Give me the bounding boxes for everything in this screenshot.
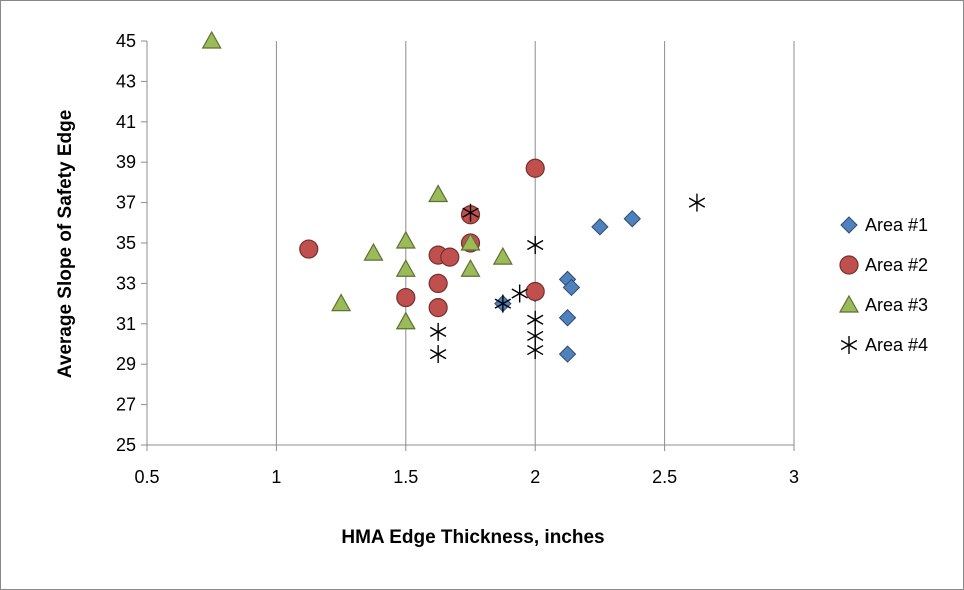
data-point [525, 158, 545, 178]
data-point [527, 310, 544, 329]
star-stroke [527, 330, 544, 342]
y-tick-label: 39 [116, 152, 136, 172]
legend-item-1: Area #1 [840, 215, 928, 235]
data-point [201, 30, 222, 49]
legend-marker [838, 294, 860, 313]
legend: Area #1 Area #2 Area #3 Area #4 [838, 215, 928, 355]
x-tick-label: 2 [530, 467, 540, 487]
y-tick-label: 37 [116, 193, 136, 213]
data-point [558, 345, 577, 363]
x-tick-label: 2.5 [652, 467, 677, 487]
series-2 [299, 158, 545, 318]
legend-marker [840, 336, 858, 354]
data-point [428, 298, 448, 318]
series-4 [429, 193, 706, 364]
y-tick-label: 43 [116, 71, 136, 91]
x-tick-label: 1.5 [393, 467, 418, 487]
legend-marker [839, 255, 859, 275]
y-axis-title: Average Slope of Safety Edge [55, 110, 76, 379]
y-tick-label: 35 [116, 233, 136, 253]
star-stroke [462, 207, 479, 218]
star-stroke [688, 197, 706, 208]
data-point [428, 184, 449, 203]
x-tick-label: 3 [789, 467, 799, 487]
star-stroke [429, 326, 447, 337]
legend-item-4: Area #4 [840, 335, 928, 355]
data-point [440, 247, 460, 267]
data-point [494, 294, 512, 313]
star-stroke [429, 348, 447, 360]
legend-label: Area #2 [865, 255, 928, 275]
star-stroke [840, 339, 858, 351]
star-stroke [527, 239, 544, 251]
data-point [558, 309, 577, 327]
data-point [525, 281, 545, 302]
data-point [460, 232, 481, 251]
data-point [331, 293, 352, 312]
y-tick-label: 25 [116, 435, 136, 455]
data-point [623, 210, 641, 228]
data-point [363, 242, 384, 261]
y-tick-label: 33 [116, 273, 136, 293]
legend-label: Area #1 [865, 215, 928, 235]
points-layer [201, 30, 706, 364]
legend-marker [840, 216, 858, 234]
star-stroke [527, 314, 544, 325]
data-point [591, 218, 609, 236]
data-point [429, 322, 447, 341]
data-point [460, 259, 481, 277]
star-stroke [494, 298, 512, 309]
star-stroke [511, 288, 528, 299]
x-tick-label: 1 [271, 467, 281, 487]
data-point [299, 239, 319, 259]
x-axis-title: HMA Edge Thickness, inches [341, 527, 604, 548]
data-point [527, 341, 544, 360]
x-tick-label: 0.5 [134, 467, 159, 487]
series-1 [494, 210, 641, 363]
data-point [527, 236, 544, 255]
data-point [492, 246, 513, 265]
legend-item-2: Area #2 [839, 255, 928, 275]
tick-label-layer: 25 27 29 31 33 35 37 39 41 43 45 0.5 1 1.5 2 2.5 3 [116, 31, 799, 487]
y-tick-label: 31 [116, 314, 136, 334]
data-point [395, 259, 416, 277]
legend-label: Area #4 [865, 335, 928, 355]
data-point [396, 287, 416, 308]
data-point [511, 284, 528, 303]
data-point [688, 193, 706, 212]
axis-layer [141, 40, 795, 451]
data-point [428, 273, 448, 293]
y-tick-label: 41 [116, 112, 136, 132]
star-stroke [527, 344, 544, 356]
y-tick-label: 29 [116, 354, 136, 374]
data-point [462, 203, 479, 222]
data-point [562, 278, 581, 297]
legend-item-3: Area #3 [838, 294, 928, 315]
y-tick-label: 27 [116, 395, 136, 415]
legend-label: Area #3 [865, 295, 928, 315]
y-tick-label: 45 [116, 31, 136, 51]
data-point [429, 345, 447, 364]
series-3 [201, 30, 513, 330]
data-point [395, 311, 416, 330]
data-point [395, 230, 416, 249]
